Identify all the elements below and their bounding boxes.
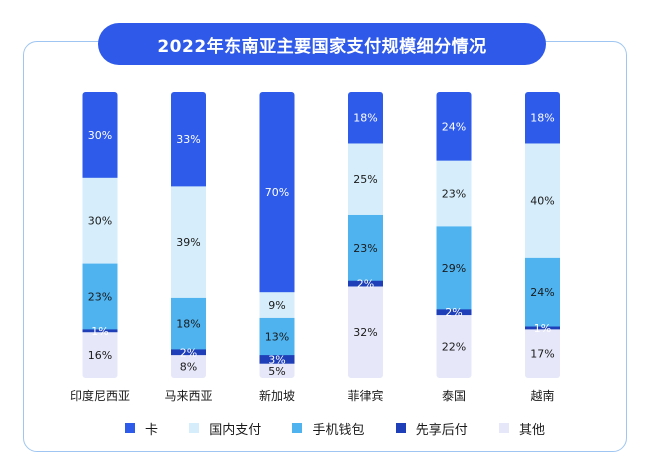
- data-label: 25%: [353, 173, 377, 186]
- data-label: 24%: [530, 286, 554, 299]
- bar-segment: [171, 186, 206, 299]
- bar-segment: [348, 143, 383, 216]
- bar-segment: [436, 315, 472, 378]
- bar-segment: [171, 297, 206, 350]
- bar-segment: [525, 329, 560, 378]
- data-label: 18%: [176, 318, 200, 331]
- bar-segment: [525, 143, 560, 259]
- bar-segment: [82, 329, 118, 333]
- data-label: 18%: [530, 112, 554, 125]
- bar-segment: [171, 349, 206, 356]
- data-label: 9%: [268, 299, 285, 312]
- legend-swatch: [498, 423, 509, 433]
- legend-swatch: [189, 423, 200, 433]
- bar-segment: [348, 280, 383, 287]
- legend-label: 手机钱包: [312, 422, 365, 438]
- data-label: 1%: [91, 325, 108, 338]
- data-label: 29%: [442, 262, 466, 275]
- data-label: 30%: [88, 129, 112, 142]
- chart-title: 2022年东南亚主要国家支付规模细分情况: [157, 36, 487, 57]
- bar-segment: [259, 292, 295, 319]
- bar-stack: [348, 92, 383, 378]
- bar-segment: [436, 92, 472, 162]
- bar-segment: [82, 92, 118, 179]
- bar-segment: [436, 309, 472, 316]
- legend-item: 国内支付: [189, 419, 261, 438]
- bar-stack: [436, 92, 472, 378]
- category-label: 越南: [530, 388, 554, 403]
- data-label: 5%: [268, 365, 285, 378]
- data-label: 24%: [442, 120, 466, 133]
- legend-item: 卡: [125, 419, 158, 438]
- category-label: 印度尼西亚: [70, 388, 130, 403]
- bar-segment: [348, 214, 383, 282]
- bar-segment: [82, 332, 118, 378]
- legend-swatch: [395, 423, 406, 433]
- legend-swatch: [125, 423, 135, 433]
- legend-label: 先享后付: [415, 422, 468, 438]
- data-label: 30%: [88, 215, 112, 228]
- bar-stack: [525, 92, 560, 378]
- bar-segment: [82, 263, 118, 330]
- legend-label: 国内支付: [209, 422, 262, 438]
- data-label: 2%: [180, 346, 197, 359]
- category-label: 菲律宾: [347, 388, 383, 403]
- bar-segment: [348, 286, 383, 378]
- bar-segment: [436, 226, 472, 310]
- bar-segment: [171, 355, 206, 378]
- data-label: 40%: [530, 195, 554, 208]
- bar-stack: [259, 92, 295, 378]
- legend-label: 卡: [145, 422, 159, 438]
- bar-segment: [259, 92, 295, 293]
- data-label: 22%: [442, 341, 466, 354]
- legend-item: 先享后付: [395, 419, 468, 438]
- bar-segment: [525, 326, 560, 330]
- category-label: 泰国: [442, 389, 466, 403]
- data-label: 3%: [268, 353, 285, 366]
- bar-segment: [171, 92, 206, 187]
- data-label: 17%: [530, 348, 554, 361]
- bar-segment: [525, 257, 560, 328]
- legend-item: 其他: [498, 419, 545, 438]
- data-label: 39%: [176, 236, 200, 249]
- data-label: 2%: [445, 306, 462, 319]
- data-label: 1%: [534, 322, 551, 335]
- bar-stack: [82, 92, 118, 378]
- bar-segment: [348, 92, 383, 144]
- chart-legend: 卡 国内支付 手机钱包 先享后付 其他: [125, 418, 545, 438]
- category-label: 新加坡: [259, 388, 295, 403]
- data-label: 23%: [442, 188, 466, 201]
- legend-item: 手机钱包: [292, 419, 364, 438]
- bar-segment: [82, 177, 118, 265]
- data-label: 33%: [176, 133, 200, 146]
- data-label: 13%: [265, 331, 289, 344]
- chart-title-pill: 2022年东南亚主要国家支付规模细分情况: [98, 23, 546, 65]
- data-label: 18%: [353, 112, 377, 125]
- data-label: 23%: [353, 242, 377, 255]
- legend-swatch: [292, 423, 303, 433]
- bar-segment: [259, 355, 295, 365]
- data-label: 2%: [357, 278, 374, 291]
- legend-label: 其他: [518, 422, 545, 438]
- bar-segment: [436, 160, 472, 227]
- bar-segment: [259, 363, 295, 378]
- data-label: 23%: [88, 290, 112, 303]
- data-label: 16%: [88, 349, 112, 362]
- bar-stack: [171, 92, 206, 378]
- category-label: 马来西亚: [164, 389, 212, 403]
- bar-segment: [259, 317, 295, 356]
- bar-segment: [525, 92, 560, 144]
- data-label: 8%: [180, 361, 197, 374]
- data-label: 32%: [353, 326, 377, 339]
- data-label: 70%: [265, 186, 289, 199]
